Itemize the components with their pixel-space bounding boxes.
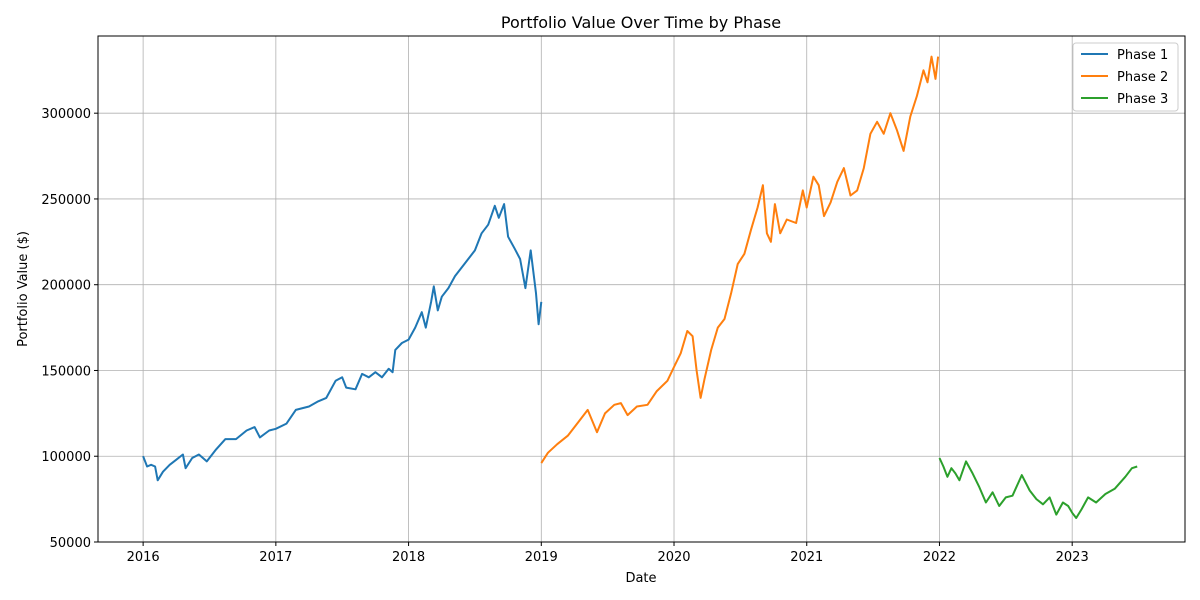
series-line-phase-3 <box>938 457 1138 519</box>
legend-label-phase-2: Phase 2 <box>1117 70 1168 85</box>
y-tick-label: 200000 <box>41 279 91 294</box>
x-tick-label: 2021 <box>790 550 823 565</box>
x-tick-label: 2016 <box>127 550 160 565</box>
x-tick-label: 2022 <box>923 550 956 565</box>
series-layer <box>142 55 1138 519</box>
grid-lines <box>98 36 1185 543</box>
legend-label-phase-3: Phase 3 <box>1117 92 1168 107</box>
y-axis-label: Portfolio Value ($) <box>16 231 31 347</box>
y-axis-ticks: 50000 100000 150000 200000 250000 300000 <box>41 107 98 551</box>
x-tick-label: 2018 <box>392 550 425 565</box>
x-tick-label: 2017 <box>259 550 292 565</box>
y-tick-label: 50000 <box>50 536 91 551</box>
x-tick-label: 2023 <box>1056 550 1089 565</box>
x-tick-label: 2019 <box>525 550 558 565</box>
y-tick-label: 300000 <box>41 107 91 122</box>
legend-box <box>1072 42 1179 112</box>
plot-frame <box>97 35 1186 543</box>
series-line-phase-1 <box>142 203 543 482</box>
x-axis-label: Date <box>625 571 656 586</box>
series-line-phase-2 <box>540 55 940 464</box>
legend-label-phase-1: Phase 1 <box>1117 48 1168 63</box>
x-tick-label: 2020 <box>657 550 690 565</box>
y-tick-label: 100000 <box>41 450 91 465</box>
x-axis-ticks: 2016 2017 2018 2019 2020 2021 2022 2023 <box>127 542 1089 565</box>
legend: Phase 1 Phase 2 Phase 3 <box>1072 42 1179 112</box>
y-tick-label: 150000 <box>41 364 91 379</box>
chart-title: Portfolio Value Over Time by Phase <box>501 13 781 32</box>
y-tick-label: 250000 <box>41 193 91 208</box>
